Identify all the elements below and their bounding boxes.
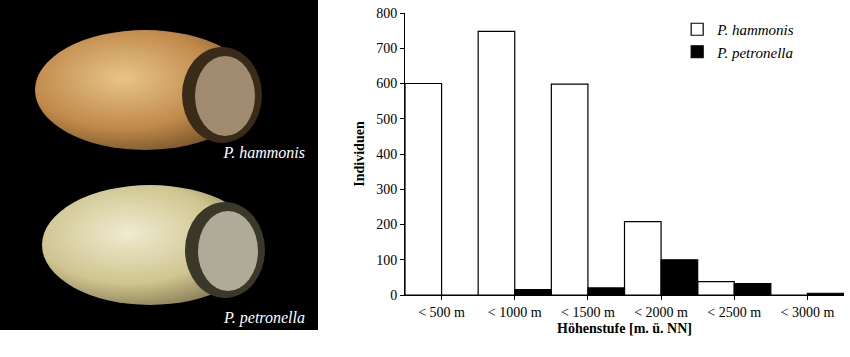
- svg-text:Individuen: Individuen: [352, 121, 367, 187]
- svg-text:< 2500 m: < 2500 m: [707, 305, 761, 320]
- svg-text:600: 600: [376, 76, 397, 91]
- svg-text:500: 500: [376, 112, 397, 127]
- svg-text:< 2000 m: < 2000 m: [634, 305, 688, 320]
- svg-text:P. hammonis: P. hammonis: [223, 144, 306, 161]
- svg-text:200: 200: [376, 217, 397, 232]
- svg-text:< 1500 m: < 1500 m: [561, 305, 615, 320]
- svg-text:P. petronella: P. petronella: [223, 309, 305, 327]
- svg-text:< 3000 m: < 3000 m: [781, 305, 835, 320]
- svg-text:< 500 m: < 500 m: [418, 305, 465, 320]
- svg-text:0: 0: [390, 288, 397, 303]
- svg-text:100: 100: [376, 253, 397, 268]
- svg-text:Höhenstufe [m. ü. NN]: Höhenstufe [m. ü. NN]: [557, 321, 692, 336]
- svg-text:P. petronella: P. petronella: [716, 45, 793, 61]
- svg-text:800: 800: [376, 6, 397, 21]
- svg-text:P. hammonis: P. hammonis: [716, 22, 794, 38]
- svg-text:400: 400: [376, 147, 397, 162]
- svg-text:< 1000 m: < 1000 m: [488, 305, 542, 320]
- svg-text:700: 700: [376, 41, 397, 56]
- svg-text:300: 300: [376, 182, 397, 197]
